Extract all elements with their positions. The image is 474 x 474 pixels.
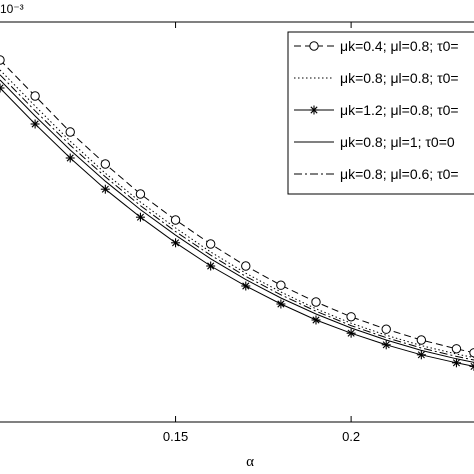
x-axis-label: α [246, 454, 254, 470]
series-1-point [346, 312, 356, 322]
legend-label: μk=0.8; μl=1; τ0=0 [340, 134, 455, 150]
series-3-point [0, 83, 5, 93]
x-ticks: 0.15 0.2 [163, 22, 360, 444]
x-tick-label: 0.2 [342, 429, 360, 444]
series-line-4 [0, 79, 474, 363]
legend-marker [309, 41, 319, 51]
series-1-point [241, 261, 251, 271]
legend-marker [309, 105, 319, 115]
series-3-point [451, 358, 461, 368]
legend-entry-2: μk=0.8; μl=0.8; τ0= [294, 70, 459, 86]
series-layer [0, 55, 474, 371]
legend-entry-5: μk=0.8; μl=0.6; τ0= [294, 166, 459, 182]
legend: μk=0.4; μl=0.8; τ0= μk=0.8; μl=0.8; τ0= μk… [287, 31, 474, 195]
legend-entries: μk=0.4; μl=0.8; τ0= μk=0.8; μl=0.8; τ0= μk… [294, 38, 459, 182]
series-3-point [206, 261, 216, 271]
series-line-5 [0, 74, 474, 361]
series-line-2 [0, 69, 474, 359]
series-1-point [469, 348, 474, 358]
series-3-point [100, 184, 110, 194]
series-1-point [30, 91, 40, 101]
legend-entry-3: μk=1.2; μl=0.8; τ0= [294, 102, 459, 118]
legend-entry-4: μk=0.8; μl=1; τ0=0 [294, 134, 455, 150]
series-1-point [135, 189, 146, 199]
series-3-point [346, 328, 356, 338]
series-3-point [65, 153, 75, 163]
legend-label: μk=0.4; μl=0.8; τ0= [340, 38, 459, 54]
series-3-point [416, 350, 426, 360]
series-1-point [170, 215, 181, 225]
series-1-point [0, 55, 5, 65]
y-exponent-label: 10⁻³ [0, 2, 24, 16]
series-3-point [469, 361, 474, 371]
series-3-point [311, 315, 321, 325]
series-3-point [171, 238, 181, 248]
series-1-point [100, 159, 111, 169]
series-1-point [416, 335, 427, 345]
legend-label: μk=0.8; μl=0.8; τ0= [340, 70, 459, 86]
series-3-point [381, 340, 391, 350]
series-3-point [30, 119, 40, 129]
series-3-point [241, 281, 251, 291]
series-1-point [65, 127, 75, 137]
series-3-point [135, 212, 145, 222]
legend-label: μk=1.2; μl=0.8; τ0= [340, 102, 459, 118]
series-1-point [276, 280, 286, 290]
series-3-point [276, 299, 286, 309]
series-1-point [205, 239, 216, 249]
legend-box [287, 31, 474, 195]
x-tick-label: 0.15 [163, 429, 188, 444]
plot-frame [0, 21, 474, 423]
series-1-point [381, 324, 391, 334]
legend-entry-1: μk=0.4; μl=0.8; τ0= [294, 38, 459, 54]
series-1-point [311, 297, 321, 307]
legend-label: μk=0.8; μl=0.6; τ0= [340, 166, 459, 182]
series-1-point [451, 344, 462, 354]
